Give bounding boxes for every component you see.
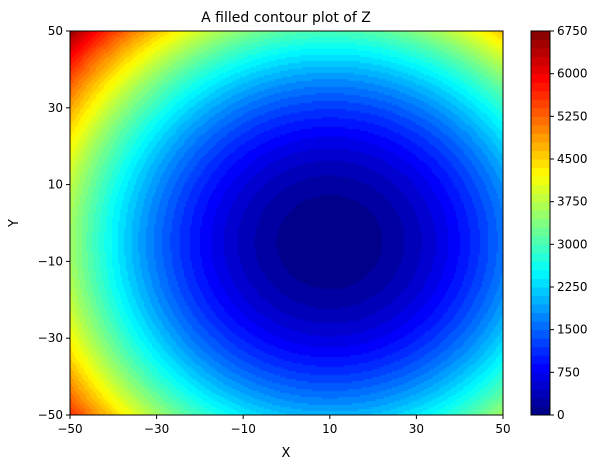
colorbar-band xyxy=(531,56,550,66)
colorbar-band xyxy=(531,287,550,297)
colorbar-band xyxy=(531,150,550,160)
colorbar-band xyxy=(531,406,550,416)
colorbar-band xyxy=(531,380,550,390)
colorbar-band xyxy=(531,363,550,373)
colorbar-band xyxy=(531,159,550,169)
colorbar-band xyxy=(531,141,550,151)
colorbar-band xyxy=(531,389,550,399)
colorbar-band xyxy=(531,184,550,194)
colorbar-band xyxy=(531,133,550,143)
y-tick-label: −30 xyxy=(38,331,63,345)
colorbar-tick-label: 5250 xyxy=(557,109,588,123)
colorbar-band xyxy=(531,48,550,58)
colorbar-frame xyxy=(530,30,551,416)
colorbar xyxy=(531,31,550,416)
colorbar-tick-label: 3000 xyxy=(557,237,588,251)
y-axis: −50 −30 −10 10 30 50 xyxy=(38,24,70,422)
y-tick-label: 10 xyxy=(48,178,63,192)
colorbar-band xyxy=(531,31,550,41)
colorbar-band xyxy=(531,73,550,83)
x-tick-label: −50 xyxy=(57,422,82,436)
x-axis: −50 −30 −10 10 30 50 xyxy=(57,415,511,436)
colorbar-band xyxy=(531,201,550,211)
colorbar-band xyxy=(531,90,550,100)
x-tick-label: −30 xyxy=(144,422,169,436)
colorbar-band xyxy=(531,261,550,271)
colorbar-band xyxy=(531,372,550,382)
x-axis-label: X xyxy=(282,446,291,461)
colorbar-band xyxy=(531,295,550,305)
colorbar-band xyxy=(531,338,550,348)
y-tick-label: −10 xyxy=(38,254,63,268)
colorbar-tick-label: 0 xyxy=(557,408,565,422)
colorbar-band xyxy=(531,252,550,262)
colorbar-tick-label: 4500 xyxy=(557,152,588,166)
plot-frame xyxy=(69,30,504,416)
colorbar-tick-label: 6000 xyxy=(557,67,588,81)
colorbar-axis: 0 750 1500 2250 3000 3750 4500 5250 6000 6750 xyxy=(550,24,588,422)
colorbar-band xyxy=(531,269,550,279)
colorbar-tick-label: 2250 xyxy=(557,280,588,294)
colorbar-band xyxy=(531,346,550,356)
colorbar-band xyxy=(531,312,550,322)
contour-fill xyxy=(70,31,503,415)
colorbar-band xyxy=(531,329,550,339)
colorbar-band xyxy=(531,397,550,407)
colorbar-band xyxy=(531,116,550,126)
colorbar-band xyxy=(531,39,550,49)
y-tick-label: −50 xyxy=(38,408,63,422)
y-tick-label: 50 xyxy=(48,24,63,38)
colorbar-band xyxy=(531,176,550,186)
colorbar-band xyxy=(531,235,550,245)
colorbar-band xyxy=(531,193,550,203)
colorbar-band xyxy=(531,227,550,237)
colorbar-band xyxy=(531,107,550,117)
plot-area xyxy=(70,31,503,415)
colorbar-tick-label: 750 xyxy=(557,365,580,379)
colorbar-band xyxy=(531,321,550,331)
colorbar-band xyxy=(531,218,550,228)
y-tick-label: 30 xyxy=(48,101,63,115)
colorbar-band xyxy=(531,304,550,314)
x-tick-label: 50 xyxy=(495,422,510,436)
colorbar-band xyxy=(531,210,550,220)
colorbar-tick-label: 1500 xyxy=(557,323,588,337)
colorbar-band xyxy=(531,167,550,177)
colorbar-band xyxy=(531,99,550,109)
x-tick-label: 30 xyxy=(409,422,424,436)
colorbar-band xyxy=(531,124,550,134)
colorbar-band xyxy=(531,65,550,75)
x-tick-label: 10 xyxy=(322,422,337,436)
chart-title: A filled contour plot of Z xyxy=(201,10,371,26)
colorbar-band xyxy=(531,278,550,288)
colorbar-tick-label: 6750 xyxy=(557,24,588,38)
colorbar-band xyxy=(531,244,550,254)
y-axis-label: Y xyxy=(7,219,22,228)
colorbar-band xyxy=(531,355,550,365)
colorbar-band xyxy=(531,82,550,92)
x-tick-label: −10 xyxy=(231,422,256,436)
colorbar-tick-label: 3750 xyxy=(557,195,588,209)
